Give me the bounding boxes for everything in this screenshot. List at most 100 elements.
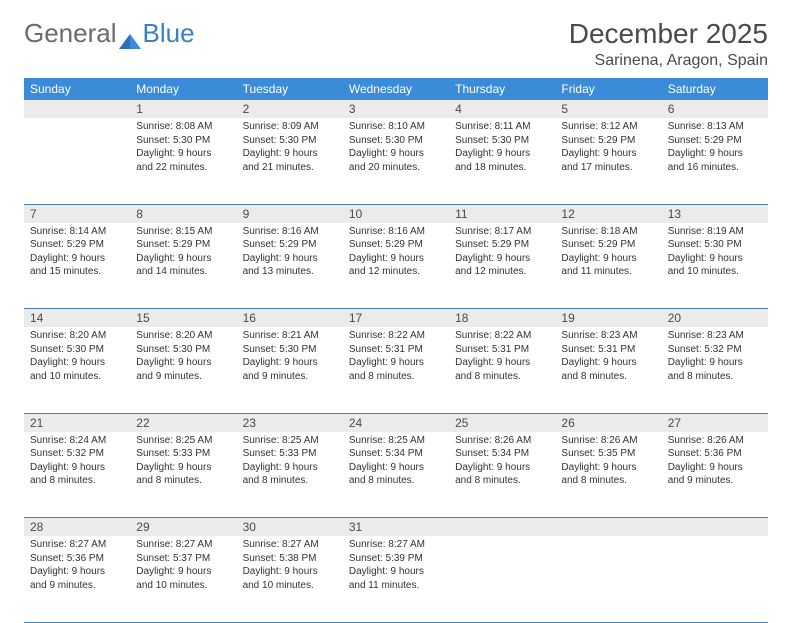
day-line: Sunset: 5:30 PM [668,238,762,252]
day-number: 19 [555,309,661,328]
day-cell-body: Sunrise: 8:14 AMSunset: 5:29 PMDaylight:… [24,223,130,283]
day-cell-body: Sunrise: 8:23 AMSunset: 5:31 PMDaylight:… [555,327,661,387]
week-row: Sunrise: 8:24 AMSunset: 5:32 PMDaylight:… [24,432,768,518]
day-number: 27 [662,413,768,432]
day-line: Sunset: 5:30 PM [136,134,230,148]
day-cell: Sunrise: 8:25 AMSunset: 5:33 PMDaylight:… [130,432,236,518]
day-cell: Sunrise: 8:11 AMSunset: 5:30 PMDaylight:… [449,118,555,204]
day-line: Daylight: 9 hours and 20 minutes. [349,147,443,174]
col-friday: Friday [555,78,661,100]
day-line: Sunset: 5:37 PM [136,552,230,566]
day-line: Daylight: 9 hours and 22 minutes. [136,147,230,174]
day-line: Sunrise: 8:22 AM [455,329,549,343]
day-line: Daylight: 9 hours and 8 minutes. [561,356,655,383]
day-cell: Sunrise: 8:19 AMSunset: 5:30 PMDaylight:… [662,223,768,309]
day-cell: Sunrise: 8:20 AMSunset: 5:30 PMDaylight:… [130,327,236,413]
day-number: 11 [449,204,555,223]
day-cell: Sunrise: 8:14 AMSunset: 5:29 PMDaylight:… [24,223,130,309]
day-number: 29 [130,518,236,537]
day-line: Sunset: 5:30 PM [243,134,337,148]
day-line: Sunset: 5:32 PM [30,447,124,461]
day-cell-body: Sunrise: 8:11 AMSunset: 5:30 PMDaylight:… [449,118,555,178]
day-line: Daylight: 9 hours and 8 minutes. [136,461,230,488]
day-cell: Sunrise: 8:26 AMSunset: 5:36 PMDaylight:… [662,432,768,518]
day-line: Daylight: 9 hours and 14 minutes. [136,252,230,279]
day-cell-body [662,536,768,542]
day-line: Sunset: 5:39 PM [349,552,443,566]
day-cell: Sunrise: 8:13 AMSunset: 5:29 PMDaylight:… [662,118,768,204]
day-line: Daylight: 9 hours and 17 minutes. [561,147,655,174]
day-number: 31 [343,518,449,537]
day-cell-body: Sunrise: 8:12 AMSunset: 5:29 PMDaylight:… [555,118,661,178]
day-number: 12 [555,204,661,223]
day-number: 20 [662,309,768,328]
day-number: 16 [237,309,343,328]
day-line: Sunrise: 8:13 AM [668,120,762,134]
day-line: Daylight: 9 hours and 18 minutes. [455,147,549,174]
day-line: Sunset: 5:36 PM [668,447,762,461]
day-number: 7 [24,204,130,223]
day-cell: Sunrise: 8:23 AMSunset: 5:31 PMDaylight:… [555,327,661,413]
day-cell: Sunrise: 8:08 AMSunset: 5:30 PMDaylight:… [130,118,236,204]
day-line: Sunrise: 8:26 AM [455,434,549,448]
day-line: Daylight: 9 hours and 8 minutes. [455,461,549,488]
day-line: Sunset: 5:29 PM [349,238,443,252]
week-row: Sunrise: 8:20 AMSunset: 5:30 PMDaylight:… [24,327,768,413]
day-cell: Sunrise: 8:15 AMSunset: 5:29 PMDaylight:… [130,223,236,309]
day-cell-body: Sunrise: 8:09 AMSunset: 5:30 PMDaylight:… [237,118,343,178]
weekday-header-row: Sunday Monday Tuesday Wednesday Thursday… [24,78,768,100]
day-line: Sunrise: 8:26 AM [561,434,655,448]
day-line: Sunrise: 8:20 AM [30,329,124,343]
day-line: Sunset: 5:31 PM [561,343,655,357]
day-cell: Sunrise: 8:27 AMSunset: 5:38 PMDaylight:… [237,536,343,622]
day-cell [555,536,661,622]
day-line: Sunset: 5:31 PM [349,343,443,357]
day-number [24,100,130,118]
day-number: 4 [449,100,555,118]
day-cell: Sunrise: 8:26 AMSunset: 5:35 PMDaylight:… [555,432,661,518]
day-line: Sunrise: 8:20 AM [136,329,230,343]
day-cell-body: Sunrise: 8:17 AMSunset: 5:29 PMDaylight:… [449,223,555,283]
day-cell-body: Sunrise: 8:16 AMSunset: 5:29 PMDaylight:… [343,223,449,283]
day-cell-body [24,118,130,124]
day-line: Sunrise: 8:12 AM [561,120,655,134]
page: General Blue December 2025 Sarinena, Ara… [0,0,792,623]
day-cell: Sunrise: 8:27 AMSunset: 5:36 PMDaylight:… [24,536,130,622]
day-cell: Sunrise: 8:21 AMSunset: 5:30 PMDaylight:… [237,327,343,413]
day-number: 21 [24,413,130,432]
day-line: Sunset: 5:29 PM [668,134,762,148]
location-text: Sarinena, Aragon, Spain [569,52,768,70]
day-cell-body: Sunrise: 8:22 AMSunset: 5:31 PMDaylight:… [343,327,449,387]
col-tuesday: Tuesday [237,78,343,100]
day-number [449,518,555,537]
day-number: 23 [237,413,343,432]
day-cell-body: Sunrise: 8:23 AMSunset: 5:32 PMDaylight:… [662,327,768,387]
week-row: Sunrise: 8:08 AMSunset: 5:30 PMDaylight:… [24,118,768,204]
day-cell: Sunrise: 8:18 AMSunset: 5:29 PMDaylight:… [555,223,661,309]
day-cell: Sunrise: 8:25 AMSunset: 5:33 PMDaylight:… [237,432,343,518]
day-number [555,518,661,537]
day-cell [449,536,555,622]
day-cell-body: Sunrise: 8:19 AMSunset: 5:30 PMDaylight:… [662,223,768,283]
day-number: 2 [237,100,343,118]
week-row: Sunrise: 8:14 AMSunset: 5:29 PMDaylight:… [24,223,768,309]
day-line: Sunrise: 8:25 AM [136,434,230,448]
day-cell-body: Sunrise: 8:22 AMSunset: 5:31 PMDaylight:… [449,327,555,387]
daynum-row: 28293031 [24,518,768,537]
day-line: Sunset: 5:30 PM [30,343,124,357]
day-line: Sunrise: 8:23 AM [561,329,655,343]
day-cell-body: Sunrise: 8:10 AMSunset: 5:30 PMDaylight:… [343,118,449,178]
day-line: Daylight: 9 hours and 12 minutes. [349,252,443,279]
logo: General Blue [24,18,195,49]
day-cell-body: Sunrise: 8:26 AMSunset: 5:34 PMDaylight:… [449,432,555,492]
day-number: 22 [130,413,236,432]
daynum-row: 21222324252627 [24,413,768,432]
day-line: Daylight: 9 hours and 8 minutes. [668,356,762,383]
logo-text-general: General [24,18,117,49]
day-line: Daylight: 9 hours and 10 minutes. [30,356,124,383]
day-cell-body: Sunrise: 8:24 AMSunset: 5:32 PMDaylight:… [24,432,130,492]
day-cell: Sunrise: 8:23 AMSunset: 5:32 PMDaylight:… [662,327,768,413]
day-line: Sunset: 5:33 PM [243,447,337,461]
day-number: 14 [24,309,130,328]
day-cell: Sunrise: 8:20 AMSunset: 5:30 PMDaylight:… [24,327,130,413]
